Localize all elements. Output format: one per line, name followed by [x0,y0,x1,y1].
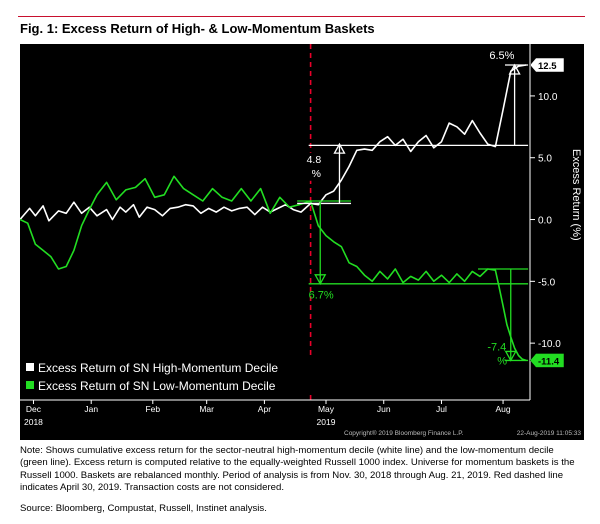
top-rule [18,16,585,17]
annotation-low-post: 6.7% [309,290,334,302]
legend-label-low: Excess Return of SN Low-Momentum Decile [38,379,276,393]
arrow-high-aug-head [508,63,521,75]
last-value-low-box [529,353,565,368]
x-tick-label-3: Mar [199,404,214,414]
annotation-high-post-value: 4.8 [307,154,322,166]
x-tick-label-8: Aug [495,404,510,414]
x-tick-label-5: May [318,404,335,414]
y-tick-label-4: 10.0 [538,92,558,103]
y-tick-label-2: 0.0 [538,216,552,227]
x-tick-label-4: Apr [258,404,271,414]
y-tick-label-3: 5.0 [538,154,552,165]
legend: Excess Return of SN High-Momentum Decile… [20,356,330,393]
x-tick-label-6: Jun [377,404,391,414]
y-axis-label: Excess Return (%) [570,149,582,241]
annotation-high-post-unit: % [312,168,321,180]
legend-swatch-high [26,363,34,371]
annotation-low-aug-value: -7.4 [487,342,506,354]
annotation-low-aug-unit: % [497,356,507,368]
figure-title: Fig. 1: Excess Return of High- & Low-Mom… [20,21,375,36]
arrow-high-post-head [333,142,346,154]
x-tick-label-7: Jul [436,404,447,414]
x-tick-label-1: Jan [84,404,98,414]
axes: -10.0 -5.0 0.0 5.0 10.0 Excess Return (%) 12.5… [20,44,582,427]
copyright-text: Copyright® 2019 Bloomberg Finance L.P. [344,429,464,437]
x-tick-sublabel-5: 2019 [317,417,336,427]
source-line: Source: Bloomberg, Compustat, Russell, I… [20,503,267,514]
x-tick-label-0: Dec [26,404,42,414]
x-tick-label-2: Feb [145,404,160,414]
legend-swatch-low [26,381,34,389]
chart-panel: 4.8% 6.7% 6.5% -7.4% -10.0 -5.0 0.0 5.0 10.0 Exc… [20,44,584,440]
plot-area [20,44,527,400]
last-value-low-text: -11.4 [538,356,560,367]
annotations: 4.8% 6.7% 6.5% -7.4% [297,50,529,368]
last-value-high-box [529,57,565,73]
y-tick-label-0: -10.0 [538,339,561,350]
footnote: Note: Shows cumulative excess return for… [20,445,575,494]
series-line-low [20,175,527,362]
timestamp-text: 22-Aug-2019 11:05:33 [517,430,582,437]
chart-svg: 4.8% 6.7% 6.5% -7.4% -10.0 -5.0 0.0 5.0 10.0 Exc… [20,44,582,437]
last-value-high-text: 12.5 [538,61,557,72]
legend-label-high: Excess Return of SN High-Momentum Decile [38,361,278,375]
x-tick-sublabel-0: 2018 [24,417,43,427]
legend-background [20,356,330,392]
arrow-low-post-head [314,274,327,286]
arrow-low-aug-head [504,350,517,362]
annotation-high-aug: 6.5% [489,50,514,62]
y-tick-label-1: -5.0 [538,277,556,288]
annotation-bg-high-post [304,152,325,181]
